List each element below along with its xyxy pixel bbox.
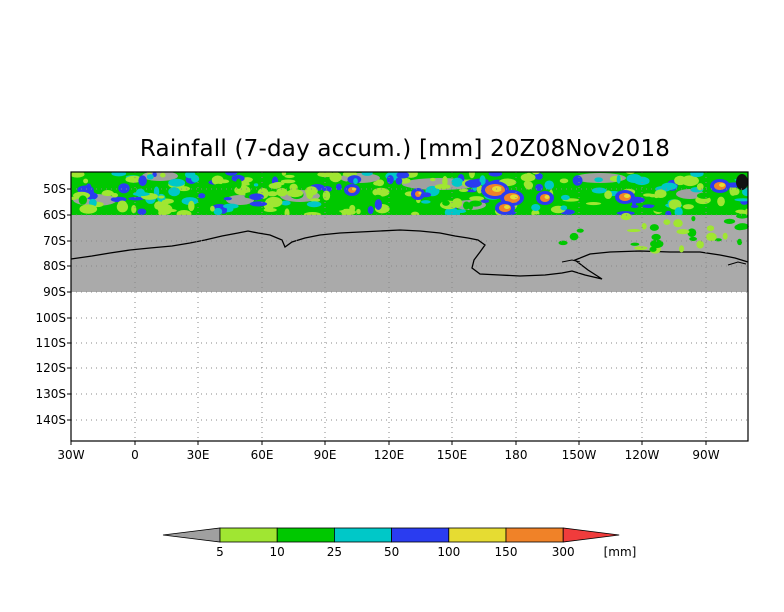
latitude-tick-label: 130S xyxy=(35,387,66,401)
colorbar-segment xyxy=(219,527,278,543)
longitude-tick-label: 60E xyxy=(251,448,274,462)
colorbar-segment xyxy=(333,527,392,543)
rainfall-field xyxy=(71,172,748,215)
latitude-tick-label: 120S xyxy=(35,361,66,375)
longitude-tick-label: 30W xyxy=(57,448,84,462)
map-title: Rainfall (7-day accum.) [mm] 20Z08Nov201… xyxy=(139,136,671,162)
longitude-tick-label: 30E xyxy=(187,448,210,462)
latitude-axis: 50S 60S 70S 80S 90S 100S 110S 120S 130S 140S xyxy=(35,182,71,427)
colorbar-tick-label: 300 xyxy=(552,545,575,559)
longitude-tick-label: 90W xyxy=(692,448,719,462)
map-frame xyxy=(70,171,749,442)
colorbar-tick-label: 150 xyxy=(495,545,518,559)
longitude-axis: 30W 0 30E 60E 90E 120E 150E 180 150W 120W 90W xyxy=(57,441,720,462)
longitude-tick-label: 180 xyxy=(505,448,528,462)
latitude-tick-label: 50S xyxy=(43,182,66,196)
latitude-tick-label: 90S xyxy=(43,285,66,299)
colorbar-segment xyxy=(391,527,450,543)
latitude-tick-label: 140S xyxy=(35,413,66,427)
colorbar-tick-label: 25 xyxy=(327,545,342,559)
latitude-tick-label: 80S xyxy=(43,259,66,273)
longitude-tick-label: 120E xyxy=(374,448,405,462)
latitude-tick-label: 60S xyxy=(43,208,66,222)
latitude-tick-label: 110S xyxy=(35,336,66,350)
colorbar-low-arrow xyxy=(162,527,221,543)
colorbar: 5 10 25 50 100 150 300 [mm] xyxy=(162,527,637,559)
latitude-tick-label: 70S xyxy=(43,234,66,248)
island-outline xyxy=(561,259,581,263)
antarctica-coastline xyxy=(70,229,749,280)
latitude-tick-label: 100S xyxy=(35,311,66,325)
longitude-tick-label: 150E xyxy=(437,448,468,462)
longitude-tick-label: 120W xyxy=(625,448,660,462)
colorbar-segment xyxy=(505,527,564,543)
longitude-tick-label: 150W xyxy=(562,448,597,462)
colorbar-unit-label: [mm] xyxy=(604,545,637,559)
colorbar-tick-label: 10 xyxy=(270,545,285,559)
colorbar-high-arrow xyxy=(562,527,620,543)
colorbar-segment xyxy=(276,527,335,543)
colorbar-tick-label: 50 xyxy=(384,545,399,559)
coastal-rain-strip xyxy=(558,174,749,254)
colorbar-tick-label: 100 xyxy=(437,545,460,559)
colorbar-tick-label: 5 xyxy=(216,545,224,559)
longitude-tick-label: 0 xyxy=(131,448,139,462)
coastline-fragment xyxy=(727,261,747,266)
colorbar-segment xyxy=(448,527,507,543)
longitude-tick-label: 90E xyxy=(314,448,337,462)
